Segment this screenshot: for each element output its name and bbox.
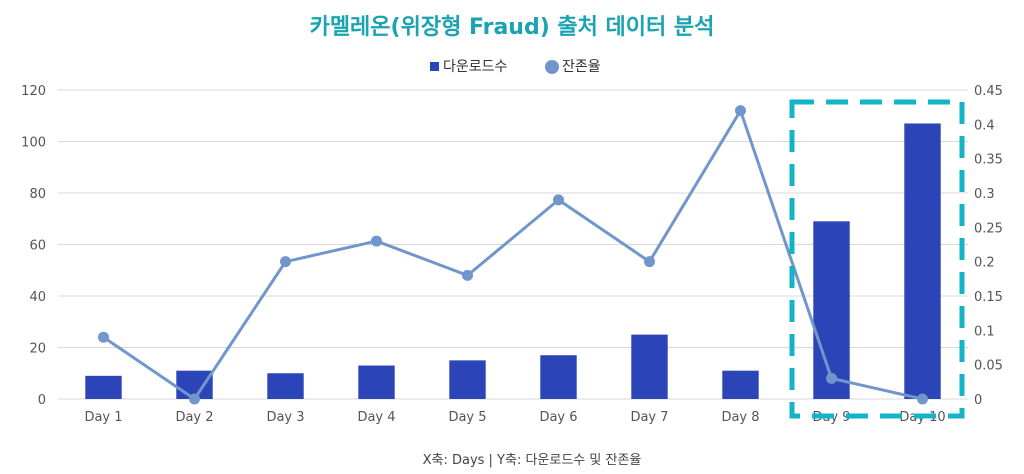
- chart-title: 카멜레온(위장형 Fraud) 출처 데이터 분석: [310, 15, 715, 40]
- retention-point-9: [826, 372, 837, 384]
- bar-9: [813, 221, 850, 399]
- x-tick-label: Day 5: [448, 410, 486, 425]
- y-right-tick-label: 0.4: [974, 118, 995, 133]
- y-right-tick-label: 0.05: [974, 359, 1003, 374]
- y-right-tick-label: 0.45: [974, 84, 1003, 99]
- x-tick-label: Day 3: [266, 410, 304, 425]
- retention-point-7: [644, 256, 655, 268]
- y-left-tick-label: 40: [29, 290, 46, 305]
- legend: 다운로드수 잔존율: [430, 59, 601, 75]
- x-tick-label: Day 4: [357, 410, 395, 425]
- retention-point-2: [189, 393, 200, 405]
- y-axis-right: 0 0.05 0.1 0.15 0.2 0.25 0.3 0.35 0.4 0.45: [974, 84, 1003, 408]
- legend-label-retention: 잔존율: [562, 59, 601, 75]
- bar-10: [904, 123, 941, 399]
- retention-point-5: [462, 269, 473, 281]
- retention-point-8: [735, 105, 746, 117]
- legend-swatch-downloads: [430, 62, 439, 71]
- x-tick-label: Day 6: [539, 410, 577, 425]
- y-right-tick-label: 0: [974, 393, 982, 408]
- bar-3: [267, 373, 304, 399]
- y-left-tick-label: 60: [29, 239, 46, 254]
- bar-4: [358, 365, 395, 399]
- x-tick-label: Day 8: [721, 410, 759, 425]
- y-right-tick-label: 0.25: [974, 221, 1003, 236]
- x-tick-label: Day 2: [175, 410, 213, 425]
- y-axis-left: 0 20 40 60 80 100 120: [21, 84, 46, 408]
- y-right-tick-label: 0.2: [974, 256, 995, 271]
- retention-point-6: [553, 194, 564, 206]
- y-right-tick-label: 0.1: [974, 324, 995, 339]
- bar-7: [631, 334, 668, 399]
- legend-label-downloads: 다운로드수: [443, 59, 508, 75]
- retention-point-4: [371, 235, 382, 247]
- y-left-tick-label: 120: [21, 84, 46, 99]
- retention-point-10: [917, 393, 928, 405]
- y-right-tick-label: 0.15: [974, 290, 1003, 305]
- y-right-tick-label: 0.3: [974, 187, 995, 202]
- y-left-tick-label: 80: [29, 187, 46, 202]
- chart-caption: X축: Days | Y축: 다운로드수 및 잔존율: [423, 453, 642, 468]
- y-left-tick-label: 20: [29, 342, 46, 357]
- x-tick-label: Day 7: [630, 410, 668, 425]
- y-left-tick-label: 0: [38, 393, 46, 408]
- bar-8: [722, 370, 759, 399]
- x-axis: Day 1 Day 2 Day 3 Day 4 Day 5 Day 6 Day 7 Day 8…: [84, 410, 945, 425]
- legend-swatch-retention: [545, 60, 559, 74]
- retention-point-1: [98, 331, 109, 343]
- retention-line: [102, 109, 923, 401]
- y-left-tick-label: 100: [21, 136, 46, 151]
- gridlines: [58, 89, 968, 400]
- x-tick-label: Day 1: [84, 410, 122, 425]
- highlight-box: [789, 99, 965, 419]
- retention-point-3: [280, 256, 291, 268]
- y-right-tick-label: 0.35: [974, 153, 1003, 168]
- bar-5: [449, 360, 486, 399]
- bar-6: [540, 355, 577, 399]
- bar-1: [85, 375, 122, 399]
- line-series: [98, 105, 928, 405]
- bar-series: [85, 123, 941, 399]
